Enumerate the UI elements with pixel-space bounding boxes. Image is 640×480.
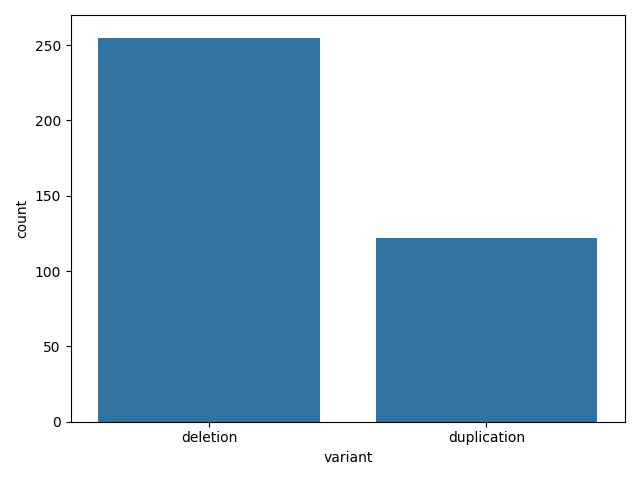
Bar [376,238,597,422]
Bar [99,37,320,422]
X-axis label: variant: variant [323,451,372,465]
Y-axis label: count: count [15,199,29,238]
